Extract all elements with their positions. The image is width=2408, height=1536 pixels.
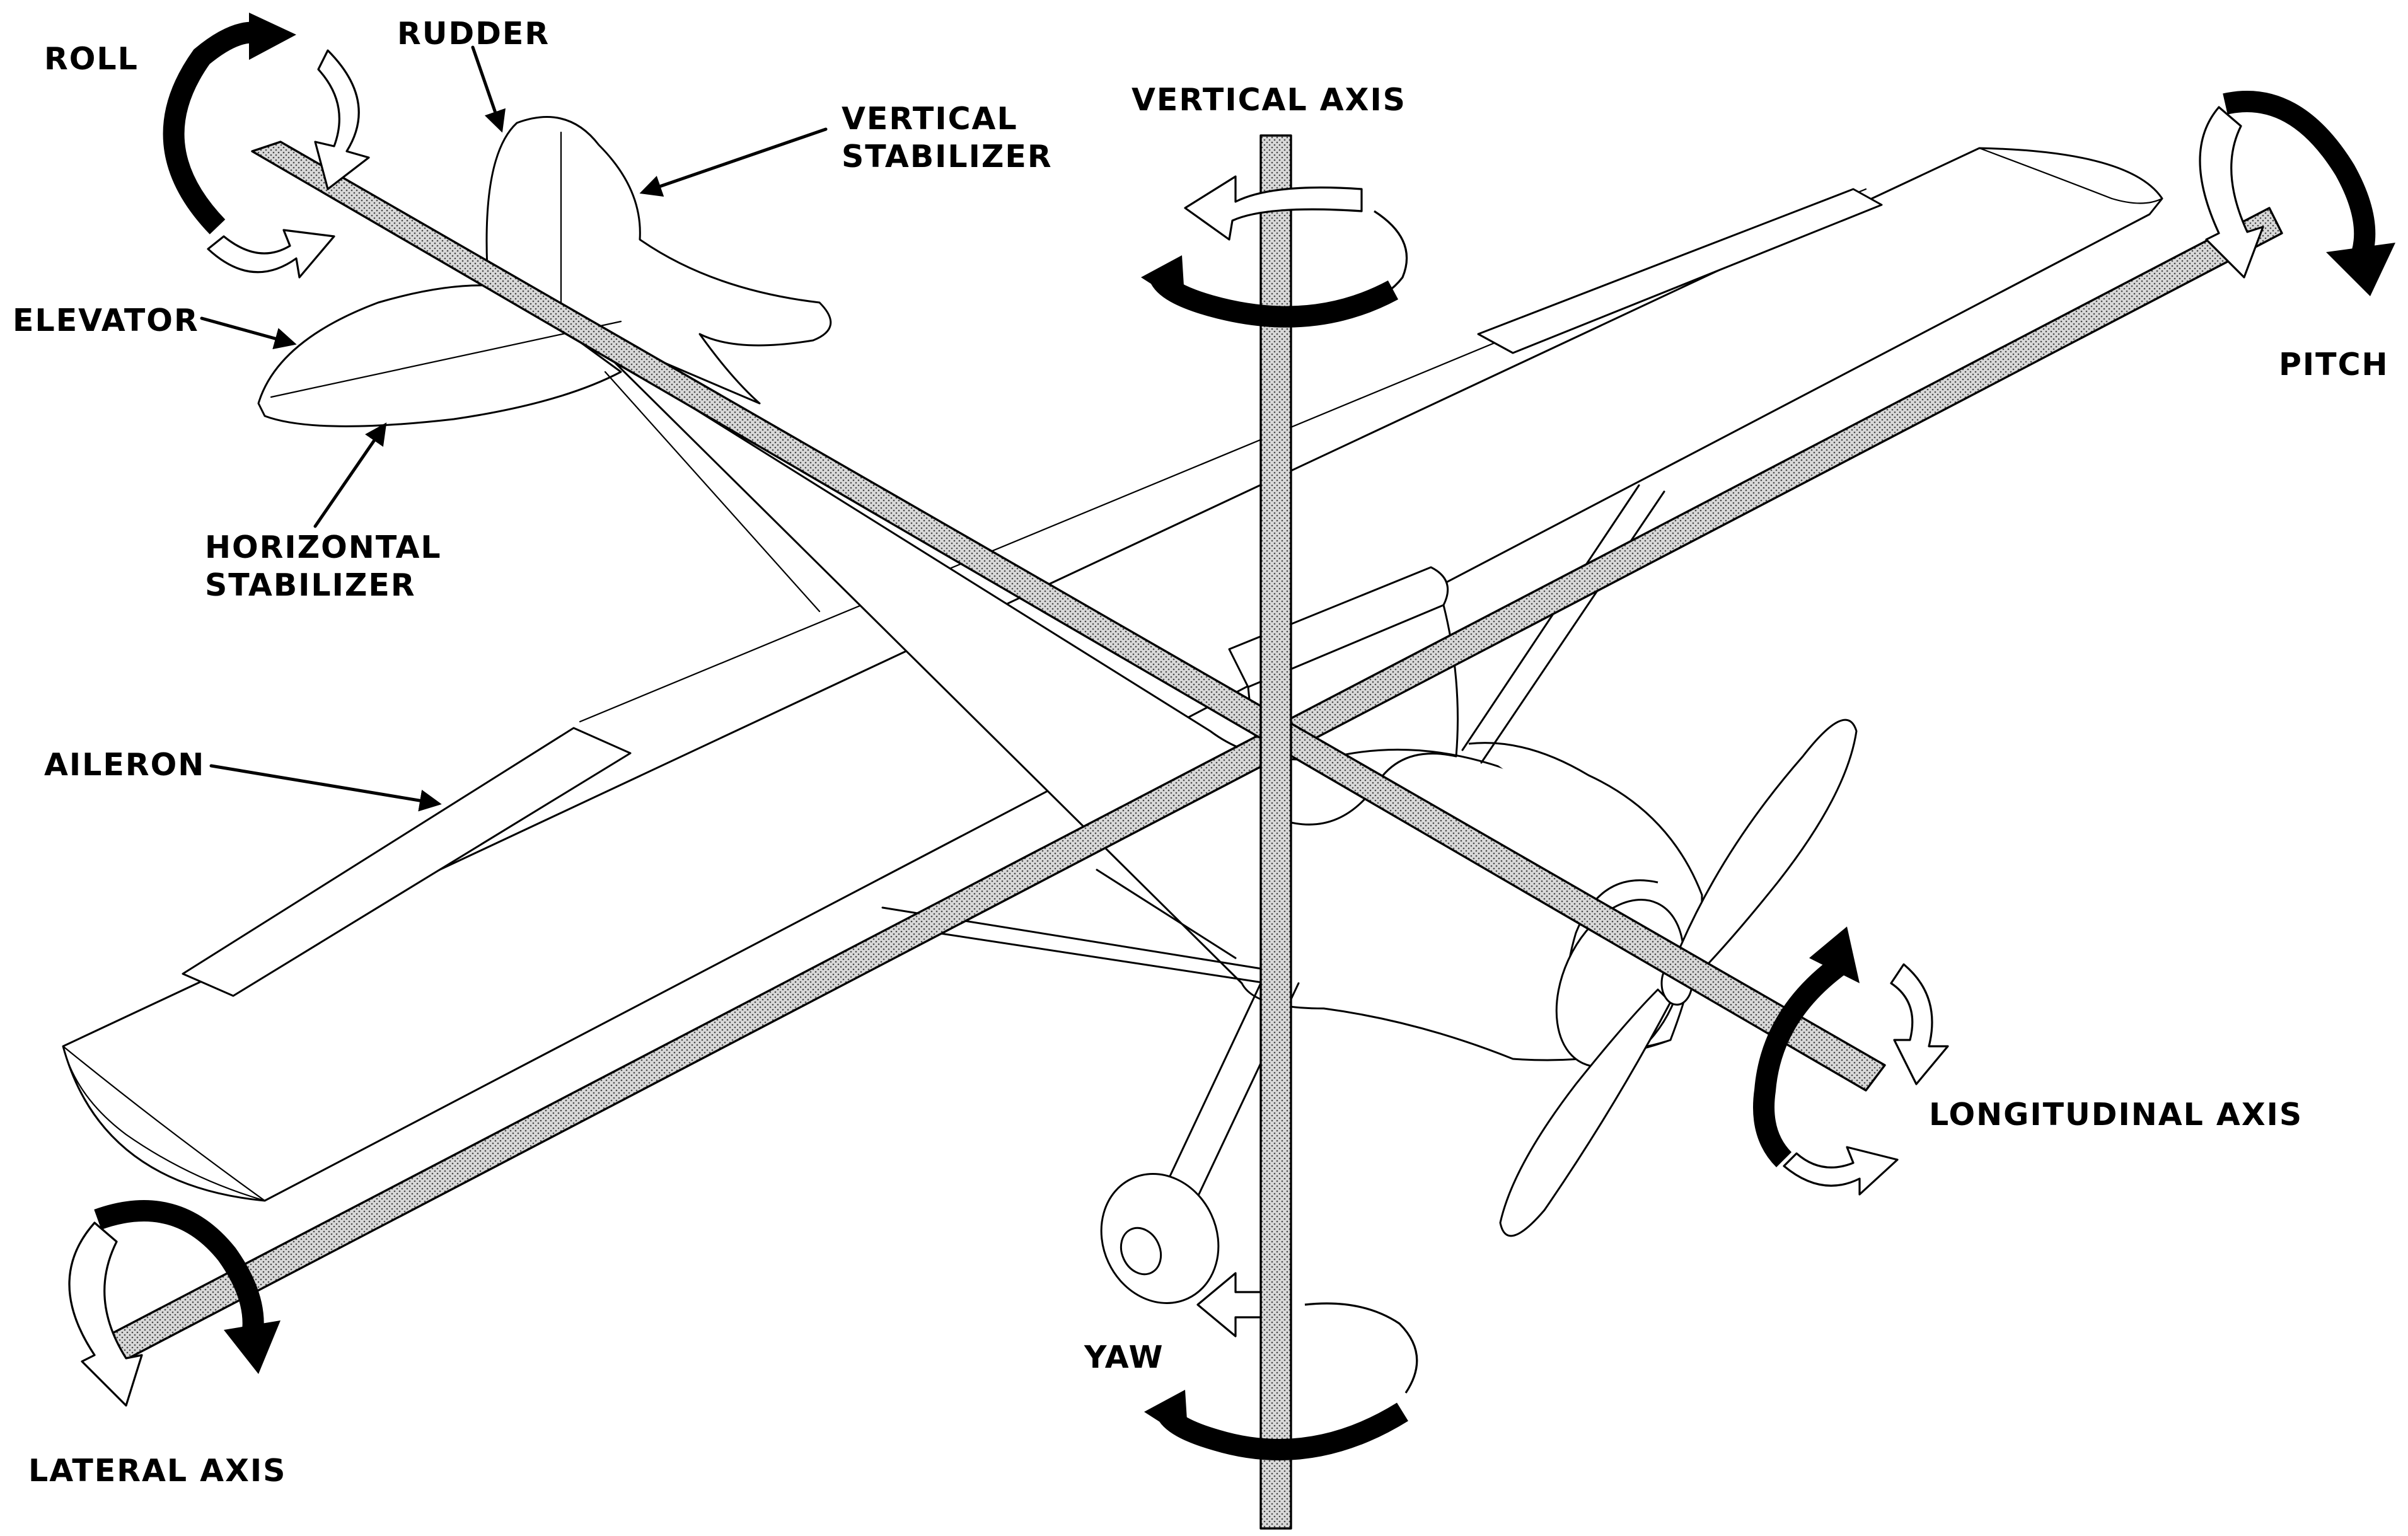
leader-lines <box>200 45 828 812</box>
aileron-right <box>1477 188 1883 354</box>
label-roll: ROLL <box>44 41 139 77</box>
rudder-leader <box>471 45 506 133</box>
roll-rotation-arrow <box>163 13 370 279</box>
label-vertical-axis: VERTICAL AXIS <box>1132 82 1406 118</box>
horizontal-stabilizer-leader <box>313 422 387 528</box>
label-horizontal-stabilizer-line2: STABILIZER <box>205 567 416 603</box>
lateral-rotation-arrow <box>68 1200 281 1407</box>
tail-brace <box>604 371 821 613</box>
label-yaw: YAW <box>1084 1339 1164 1375</box>
label-longitudinal-axis: LONGITUDINAL AXIS <box>1929 1097 2303 1133</box>
wheel <box>1100 1173 1220 1304</box>
wing-tip-left <box>62 1045 266 1202</box>
longitudinal-rotation-arrow <box>1753 927 1949 1196</box>
wheel-hub <box>1120 1227 1162 1276</box>
aileron-leader <box>209 764 442 812</box>
label-vertical-stabilizer-line2: STABILIZER <box>842 139 1053 175</box>
propeller-blade-upper <box>1669 719 1858 985</box>
label-lateral-axis: LATERAL AXIS <box>28 1453 286 1489</box>
longitudinal-axis-bar <box>251 141 1886 1092</box>
vertical-axis-bar <box>1259 134 1292 1530</box>
vertical-stabilizer-leader <box>639 127 828 197</box>
elevator-hinge-line <box>270 320 622 398</box>
yaw-rotation-arrow-upper <box>1141 175 1408 328</box>
wing-strut-right <box>1461 484 1665 764</box>
aileron-left <box>182 727 632 997</box>
horizontal-stabilizer-shape <box>257 284 622 427</box>
label-vertical-stabilizer-line1: VERTICAL <box>842 101 1018 137</box>
label-rudder: RUDDER <box>397 16 550 52</box>
label-elevator: ELEVATOR <box>13 303 199 338</box>
wing-tip-right <box>1978 147 2163 204</box>
yaw-rotation-arrow-lower <box>1144 1272 1418 1460</box>
elevator-leader <box>200 316 297 350</box>
labels: ROLL RUDDER VERTICAL STABILIZER VERTICAL… <box>13 16 2389 1489</box>
label-pitch: PITCH <box>2279 347 2389 383</box>
tail <box>257 116 832 613</box>
pitch-rotation-arrow <box>2199 91 2395 296</box>
label-aileron: AILERON <box>44 747 205 783</box>
axes <box>93 134 2283 1530</box>
vertical-stabilizer-shape <box>485 116 832 405</box>
label-horizontal-stabilizer-line1: HORIZONTAL <box>205 529 442 565</box>
propeller-blade-lower <box>1499 988 1672 1237</box>
